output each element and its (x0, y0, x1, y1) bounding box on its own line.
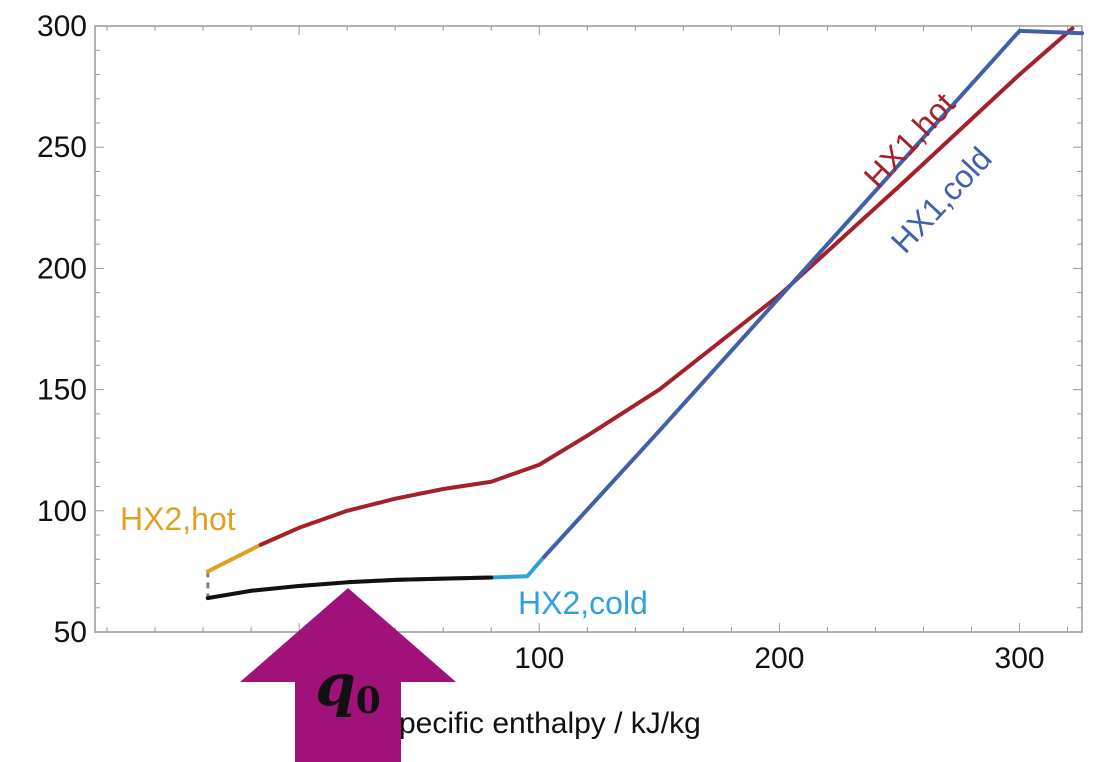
series-annotation: HX2,cold (518, 585, 648, 621)
y-tick-label: 100 (37, 495, 87, 528)
y-tick-label: 250 (37, 131, 87, 164)
tick-labels: 50 100 150 200 250 300 100 200 300 (37, 10, 1045, 675)
series-line-hx1-cold (542, 28, 1084, 559)
y-tick-label: 50 (54, 616, 87, 649)
y-tick-label: 150 (37, 374, 87, 407)
x-tick-label: 300 (995, 642, 1045, 675)
heat-input-arrow: q0 (240, 588, 456, 762)
series-line-hx2-hot (205, 542, 263, 574)
series-lines (205, 26, 1084, 601)
minor-ticks (95, 25, 1082, 633)
heat-arrow-label: q0 (315, 651, 381, 722)
series-line-hx1-hot (258, 26, 1075, 547)
x-axis-title: pecific enthalpy / kJ/kg (399, 707, 701, 740)
y-tick-label: 300 (37, 10, 87, 43)
y-tick-label: 200 (37, 252, 87, 285)
series-line-heated-segment (205, 575, 494, 601)
plot-frame (94, 25, 1083, 633)
x-tick-label: 100 (514, 642, 564, 675)
heat-arrow-shape (240, 588, 456, 762)
series-annotation: HX2,hot (120, 501, 236, 537)
x-tick-label: 200 (754, 642, 804, 675)
